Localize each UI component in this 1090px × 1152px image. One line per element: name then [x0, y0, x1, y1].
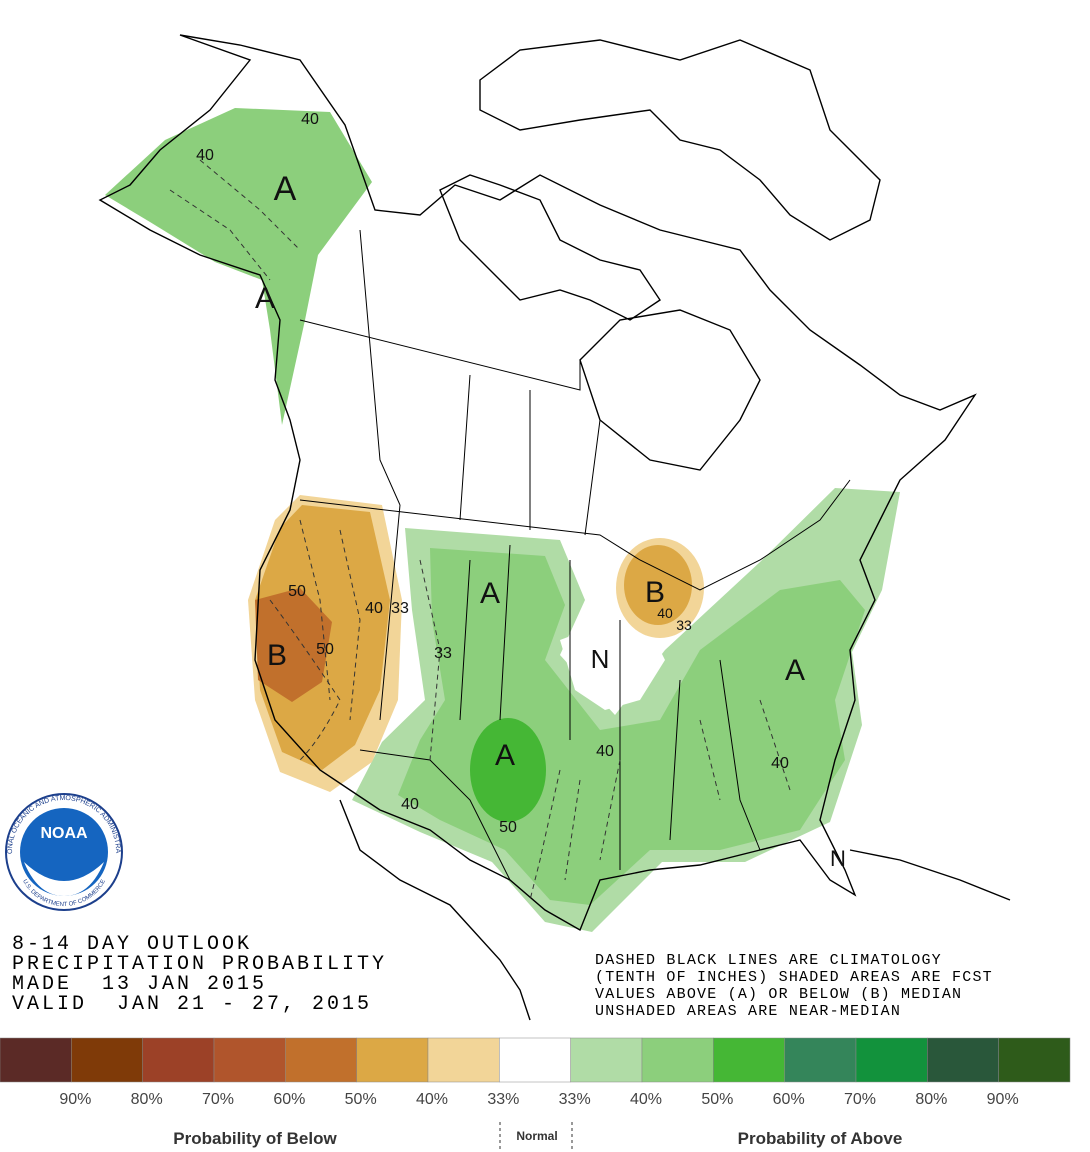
legend-label: 33% — [559, 1091, 591, 1108]
legend-above-title: Probability of Above — [738, 1129, 903, 1148]
normal-area — [560, 625, 665, 710]
outlook-line: MADE 13 JAN 2015 — [12, 973, 267, 996]
map-label: A — [255, 282, 275, 315]
legend-swatch — [570, 1037, 643, 1083]
map-label: 33 — [391, 600, 409, 617]
map-label: 40 — [596, 743, 614, 760]
coastline — [479, 39, 881, 241]
map-label: 40 — [301, 111, 319, 128]
noaa-logo: NATIONAL OCEANIC AND ATMOSPHERIC ADMINIS… — [0, 0, 123, 911]
outlook-line: 8-14 DAY OUTLOOK — [12, 933, 252, 956]
logo-name: NOAA — [40, 825, 88, 842]
map-label: A — [274, 170, 297, 208]
shaded-areas — [105, 108, 900, 932]
legend-swatch — [285, 1037, 357, 1083]
legend-label: 50% — [701, 1091, 733, 1108]
logo-disc — [20, 808, 108, 896]
map-label: N — [830, 846, 846, 871]
legend-label: 40% — [630, 1091, 662, 1108]
above-area — [470, 718, 546, 822]
note-line: (TENTH OF INCHES) SHADED AREAS ARE FCST — [595, 969, 993, 986]
coastline — [849, 849, 1011, 901]
note-line: DASHED BLACK LINES ARE CLIMATOLOGY — [595, 952, 942, 969]
legend-label: 60% — [773, 1091, 805, 1108]
below-area — [624, 545, 692, 625]
legend-swatch — [998, 1037, 1071, 1083]
map-label: N — [591, 644, 610, 674]
outlook-line: PRECIPITATION PROBABILITY — [12, 953, 387, 976]
legend-swatch — [784, 1037, 857, 1083]
legend-swatch — [499, 1037, 571, 1083]
border — [299, 319, 851, 591]
notes-text: DASHED BLACK LINES ARE CLIMATOLOGY(TENTH… — [595, 952, 993, 1020]
map-label: 40 — [365, 600, 383, 617]
climatology-line — [269, 599, 341, 761]
above-area — [105, 108, 372, 425]
legend: Probability of Below Normal Probability … — [0, 1037, 1071, 1152]
legend-swatch — [0, 1037, 72, 1083]
map-label: 50 — [316, 641, 334, 658]
note-line: UNSHADED AREAS ARE NEAR-MEDIAN — [595, 1003, 901, 1020]
map-label: A — [495, 739, 515, 772]
map-label: A — [480, 577, 500, 610]
legend-swatch — [213, 1037, 286, 1083]
map-label: 33 — [434, 645, 452, 662]
outlook-line: VALID JAN 21 - 27, 2015 — [12, 993, 372, 1016]
legend-label: 90% — [59, 1091, 91, 1108]
legend-normal-title: Normal — [516, 1129, 557, 1143]
map-label: 40 — [657, 605, 673, 621]
legend-label: 70% — [202, 1091, 234, 1108]
legend-swatch — [356, 1037, 429, 1083]
map-label: B — [267, 639, 287, 672]
coastline — [579, 309, 761, 471]
map-label: 40 — [771, 755, 789, 772]
legend-swatch — [71, 1037, 143, 1083]
legend-label: 60% — [273, 1091, 305, 1108]
legend-label: 70% — [844, 1091, 876, 1108]
coastline — [98, 34, 977, 932]
legend-label: 50% — [345, 1091, 377, 1108]
legend-label: 80% — [915, 1091, 947, 1108]
map-label: 50 — [288, 583, 306, 600]
map-label: 33 — [676, 617, 692, 633]
map-label: 50 — [499, 819, 517, 836]
map-label: B — [645, 576, 665, 609]
map-label: 40 — [196, 147, 214, 164]
legend-swatch — [142, 1037, 215, 1083]
legend-swatch — [855, 1037, 928, 1083]
legend-swatch — [427, 1037, 500, 1083]
legend-swatch — [641, 1037, 714, 1083]
coastline — [339, 799, 531, 1021]
coastline — [439, 174, 661, 321]
logo-agency: NATIONAL OCEANIC AND ATMOSPHERIC ADMINIS… — [0, 0, 121, 854]
border — [359, 229, 761, 881]
map-label: A — [785, 654, 805, 687]
below-area — [255, 588, 332, 702]
legend-swatch — [713, 1037, 785, 1083]
legend-label: 40% — [416, 1091, 448, 1108]
climatology-line — [169, 159, 791, 901]
note-line: VALUES ABOVE (A) OR BELOW (B) MEDIAN — [595, 986, 962, 1003]
map-outlines — [98, 34, 1011, 1021]
legend-below-title: Probability of Below — [173, 1129, 337, 1148]
legend-label: 90% — [987, 1091, 1019, 1108]
legend-label: 80% — [131, 1091, 163, 1108]
logo-gull — [24, 862, 104, 896]
legend-label: 33% — [487, 1091, 519, 1108]
legend-swatch — [927, 1037, 999, 1083]
map-label: 40 — [401, 796, 419, 813]
